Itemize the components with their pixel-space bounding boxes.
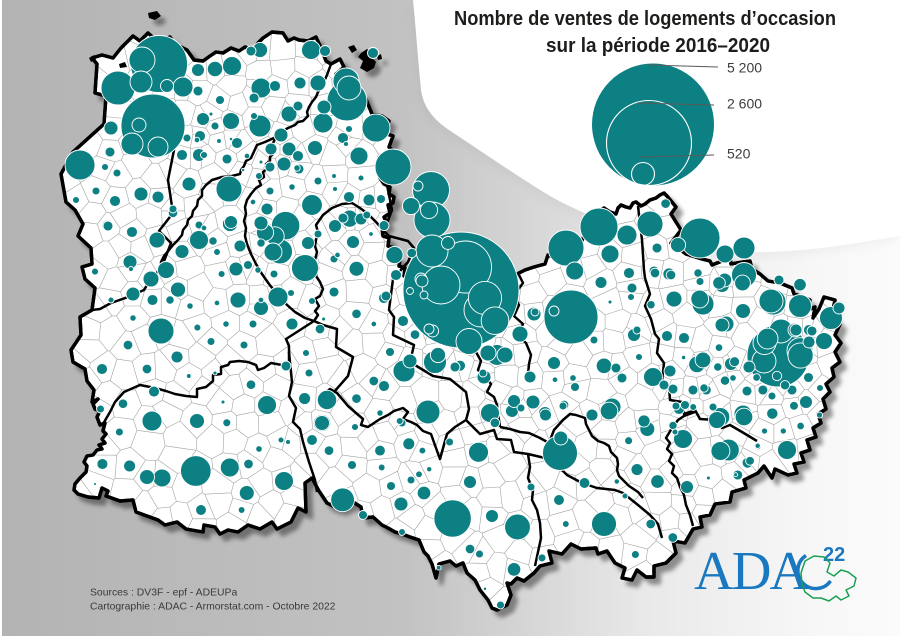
svg-text:Sources : DV3F - epf - ADEUPa: Sources : DV3F - epf - ADEUPa (90, 588, 237, 599)
svg-text:ADA: ADA (694, 540, 809, 601)
svg-text:sur la période 2016–2020: sur la période 2016–2020 (546, 34, 770, 57)
svg-text:Cartographie : ADAC - Armorsta: Cartographie : ADAC - Armorstat.com - Oc… (90, 602, 336, 613)
svg-text:520: 520 (727, 146, 751, 162)
svg-text:2 600: 2 600 (727, 96, 762, 112)
svg-text:22: 22 (823, 544, 845, 566)
svg-text:Nombre de ventes de logements: Nombre de ventes de logements d’occasion (454, 7, 836, 30)
svg-text:5 200: 5 200 (727, 60, 762, 76)
